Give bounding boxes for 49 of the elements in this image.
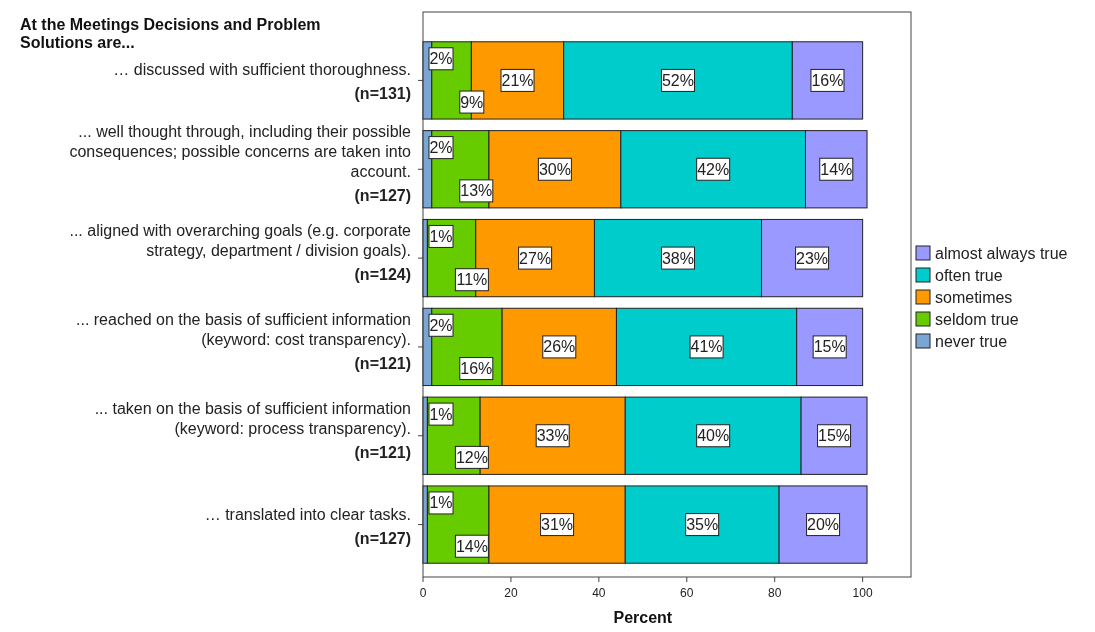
data-label: 52% — [661, 71, 695, 89]
x-tick-label: 0 — [419, 586, 427, 600]
data-label: 26% — [543, 338, 576, 356]
data-label: 27% — [519, 249, 552, 267]
data-label: 14% — [820, 160, 853, 178]
data-label: 40% — [697, 427, 730, 445]
data-label: 1% — [429, 494, 453, 512]
data-label: 30% — [538, 160, 571, 178]
data-label: 16% — [460, 360, 493, 378]
data-label: 15% — [818, 427, 851, 445]
data-label: 16% — [811, 71, 844, 89]
y-tick-label: ... aligned with overarching goals (e.g. corporate strategy, department / division goals). (n=124) — [69, 222, 412, 284]
data-label: 20% — [807, 516, 840, 534]
data-label: 1% — [429, 227, 453, 245]
legend-label: never true — [935, 333, 1008, 350]
data-label: 12% — [455, 448, 488, 466]
data-label: 35% — [686, 516, 719, 534]
y-tick-label: ... taken on the basis of sufficient information (keyword: process transparency). (n=121) — [94, 399, 411, 461]
x-tick-label: 60 — [680, 586, 694, 600]
data-label: 2% — [429, 316, 453, 334]
y-tick-label: ... reached on the basis of sufficient information (keyword: cost transparency). (n=121) — [75, 310, 411, 372]
x-tick-label: 100 — [852, 586, 873, 600]
data-label: 11% — [456, 271, 488, 289]
data-label: 2% — [429, 139, 453, 157]
data-label: 23% — [796, 249, 829, 267]
data-label: 33% — [536, 427, 569, 445]
data-label: 14% — [455, 537, 488, 555]
x-axis-title: Percent — [613, 609, 673, 626]
x-tick-label: 80 — [768, 586, 782, 600]
legend-label: almost always true — [935, 245, 1068, 262]
data-label: 15% — [813, 338, 846, 356]
text: At the Meetings Decisions and Problem Solutions are... — [20, 16, 321, 51]
x-tick-label: 20 — [504, 586, 518, 600]
data-label: 21% — [501, 71, 534, 89]
data-label: 41% — [690, 338, 723, 356]
y-tick-label: … discussed with sufficient thoroughness. (n=131) — [113, 61, 411, 103]
data-label: 38% — [661, 249, 695, 267]
y-tick-label: … translated into clear tasks. (n=127) — [204, 505, 411, 547]
data-label: 1% — [429, 405, 453, 423]
legend-label: seldom true — [935, 311, 1019, 328]
y-tick-label: ... well thought through, including their possible consequences; possible concerns are taken into account. (n=127) — [69, 123, 412, 205]
legend-label: sometimes — [935, 289, 1013, 306]
x-tick-label: 40 — [592, 586, 606, 600]
data-label: 2% — [429, 50, 453, 68]
data-label: 13% — [460, 182, 493, 200]
legend-label: often true — [935, 267, 1003, 284]
data-label: 9% — [460, 93, 484, 111]
data-label: 31% — [541, 516, 574, 534]
data-label: 42% — [697, 160, 730, 178]
